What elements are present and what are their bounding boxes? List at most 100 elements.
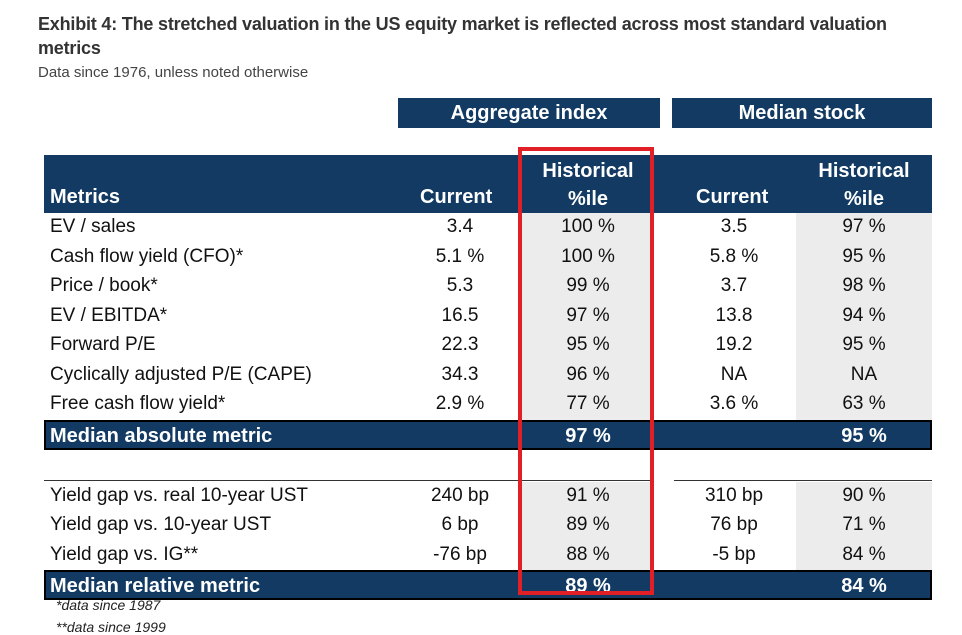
metric-name: Cyclically adjusted P/E (CAPE) (50, 363, 312, 385)
header-agg-current: Current (420, 186, 493, 208)
agg-current-value: 5.3 (446, 275, 474, 296)
exhibit-subtitle: Data since 1976, unless noted otherwise (38, 64, 309, 81)
med-percentile-value: 98 % (842, 275, 886, 296)
footnote: *data since 1987 (56, 597, 161, 613)
group-header-median: Median stock (672, 98, 932, 128)
med-current-value: 19.2 (715, 334, 753, 355)
med-current-value: 5.8 % (709, 245, 759, 267)
med-current-value: 3.5 (720, 216, 748, 237)
med-current-value: NA (720, 363, 748, 385)
header-med-historical: Historical %ile (796, 157, 932, 213)
shaded-cell-bg (796, 242, 932, 272)
med-percentile-value: 97 % (842, 216, 886, 237)
group-header-aggregate: Aggregate index (398, 98, 660, 128)
metric-name: Cash flow yield (CFO)* (50, 245, 244, 267)
agg-percentile-value: 100 % (561, 216, 615, 237)
agg-percentile-value: 89 % (566, 514, 610, 535)
shaded-cell-bg (522, 242, 654, 272)
header-agg-hist-line1: Historical (542, 160, 634, 182)
med-percentile-value: 84 % (842, 543, 886, 565)
agg-current-value: 2.9 % (435, 393, 485, 414)
agg-percentile-value: 77 % (566, 393, 610, 414)
table-row: Yield gap vs. IG** -76 bp 88 % -5 bp 84 % (44, 540, 932, 570)
agg-current-value: 16.5 (441, 304, 479, 326)
shaded-cell-bg (796, 481, 932, 511)
med-current-value: -5 bp (712, 543, 756, 565)
shaded-cell-bg (522, 511, 654, 541)
header-med-hist-line1: Historical (818, 160, 910, 182)
shaded-cell-bg (522, 331, 654, 361)
med-current-value: 3.7 (720, 275, 748, 296)
agg-percentile-value: 88 % (566, 543, 610, 565)
summary-row-absolute: Median absolute metric 97 % 95 % (44, 419, 932, 450)
shaded-cell-bg (796, 272, 932, 302)
divider-line (674, 479, 932, 481)
table-row: Cash flow yield (CFO)* 5.1 % 100 % 5.8 % 95 … (44, 242, 932, 272)
agg-current-value: 3.4 (446, 216, 474, 237)
exhibit-title: Exhibit 4: The stretched valuation in th… (38, 14, 887, 58)
agg-percentile-value: 100 % (561, 245, 615, 267)
header-agg-historical: Historical %ile (522, 157, 654, 213)
agg-percentile-value: 91 % (566, 484, 610, 506)
med-current-value: 13.8 (715, 304, 753, 326)
agg-current-value: -76 bp (433, 543, 487, 565)
agg-current-value: 5.1 % (435, 245, 485, 267)
table-row: Yield gap vs. real 10-year UST 240 bp 91 %… (44, 481, 932, 511)
shaded-cell-bg (796, 540, 932, 570)
med-percentile-value: 90 % (842, 484, 886, 506)
shaded-cell-bg (522, 390, 654, 420)
shaded-cell-bg (796, 360, 932, 390)
shaded-cell-bg (522, 360, 654, 390)
agg-percentile-value: 99 % (566, 275, 610, 296)
table-header-row: Metrics Current Historical %ile Current … (44, 155, 932, 213)
shaded-cell-bg (522, 272, 654, 302)
metric-name: Forward P/E (50, 334, 156, 355)
table-row: Price / book* 5.3 99 % 3.7 98 % (44, 272, 932, 302)
med-percentile-value: 94 % (842, 304, 886, 326)
med-current-value: 310 bp (704, 484, 764, 506)
header-med-current: Current (696, 186, 769, 208)
header-metrics: Metrics (50, 186, 121, 208)
shaded-cell-bg (796, 331, 932, 361)
valuation-table: Metrics Current Historical %ile Current … (44, 155, 932, 600)
med-percentile-value: NA (850, 363, 878, 385)
table-row: Yield gap vs. 10-year UST 6 bp 89 % 76 bp 71… (44, 511, 932, 541)
metric-name: Yield gap vs. 10-year UST (50, 514, 272, 535)
agg-current-value: 6 bp (441, 514, 479, 535)
summary-agg-pct: 97 % (565, 424, 611, 447)
table-row: Forward P/E 22.3 95 % 19.2 95 % (44, 331, 932, 361)
shaded-cell-bg (522, 481, 654, 511)
metric-name: EV / sales (50, 216, 136, 237)
med-current-value: 3.6 % (709, 393, 759, 414)
shaded-cell-bg (522, 540, 654, 570)
shaded-cell-bg (522, 213, 654, 243)
agg-percentile-value: 97 % (566, 304, 610, 326)
med-percentile-value: 95 % (842, 245, 886, 267)
footnote: **data since 1999 (56, 619, 166, 635)
shaded-cell-bg (796, 213, 932, 243)
metric-name: Yield gap vs. IG** (50, 543, 199, 565)
header-agg-hist-line2: %ile (567, 188, 609, 210)
metric-name: Price / book* (50, 275, 158, 296)
agg-percentile-value: 95 % (566, 334, 610, 355)
relative-metrics-body: Yield gap vs. real 10-year UST 240 bp 91 %… (44, 481, 932, 570)
section-gap (44, 450, 932, 482)
shaded-cell-bg (522, 301, 654, 331)
summary-med-pct: 84 % (841, 575, 887, 597)
med-current-value: 76 bp (710, 514, 758, 535)
table-row: EV / sales 3.4 100 % 3.5 97 % (44, 213, 932, 243)
med-percentile-value: 63 % (842, 393, 886, 414)
med-percentile-value: 95 % (842, 334, 886, 355)
agg-percentile-value: 96 % (566, 363, 610, 385)
table-row: Free cash flow yield* 2.9 % 77 % 3.6 % 63 % (44, 390, 932, 420)
med-percentile-value: 71 % (842, 514, 886, 535)
summary-med-pct: 95 % (841, 424, 887, 447)
shaded-cell-bg (796, 511, 932, 541)
header-med-hist-line2: %ile (843, 188, 885, 210)
agg-current-value: 240 bp (430, 484, 490, 506)
summary-label: Median absolute metric (50, 424, 273, 447)
divider-line (44, 479, 654, 481)
summary-label: Median relative metric (50, 575, 261, 597)
metric-name: Free cash flow yield* (50, 393, 226, 414)
metric-name: EV / EBITDA* (50, 304, 168, 326)
